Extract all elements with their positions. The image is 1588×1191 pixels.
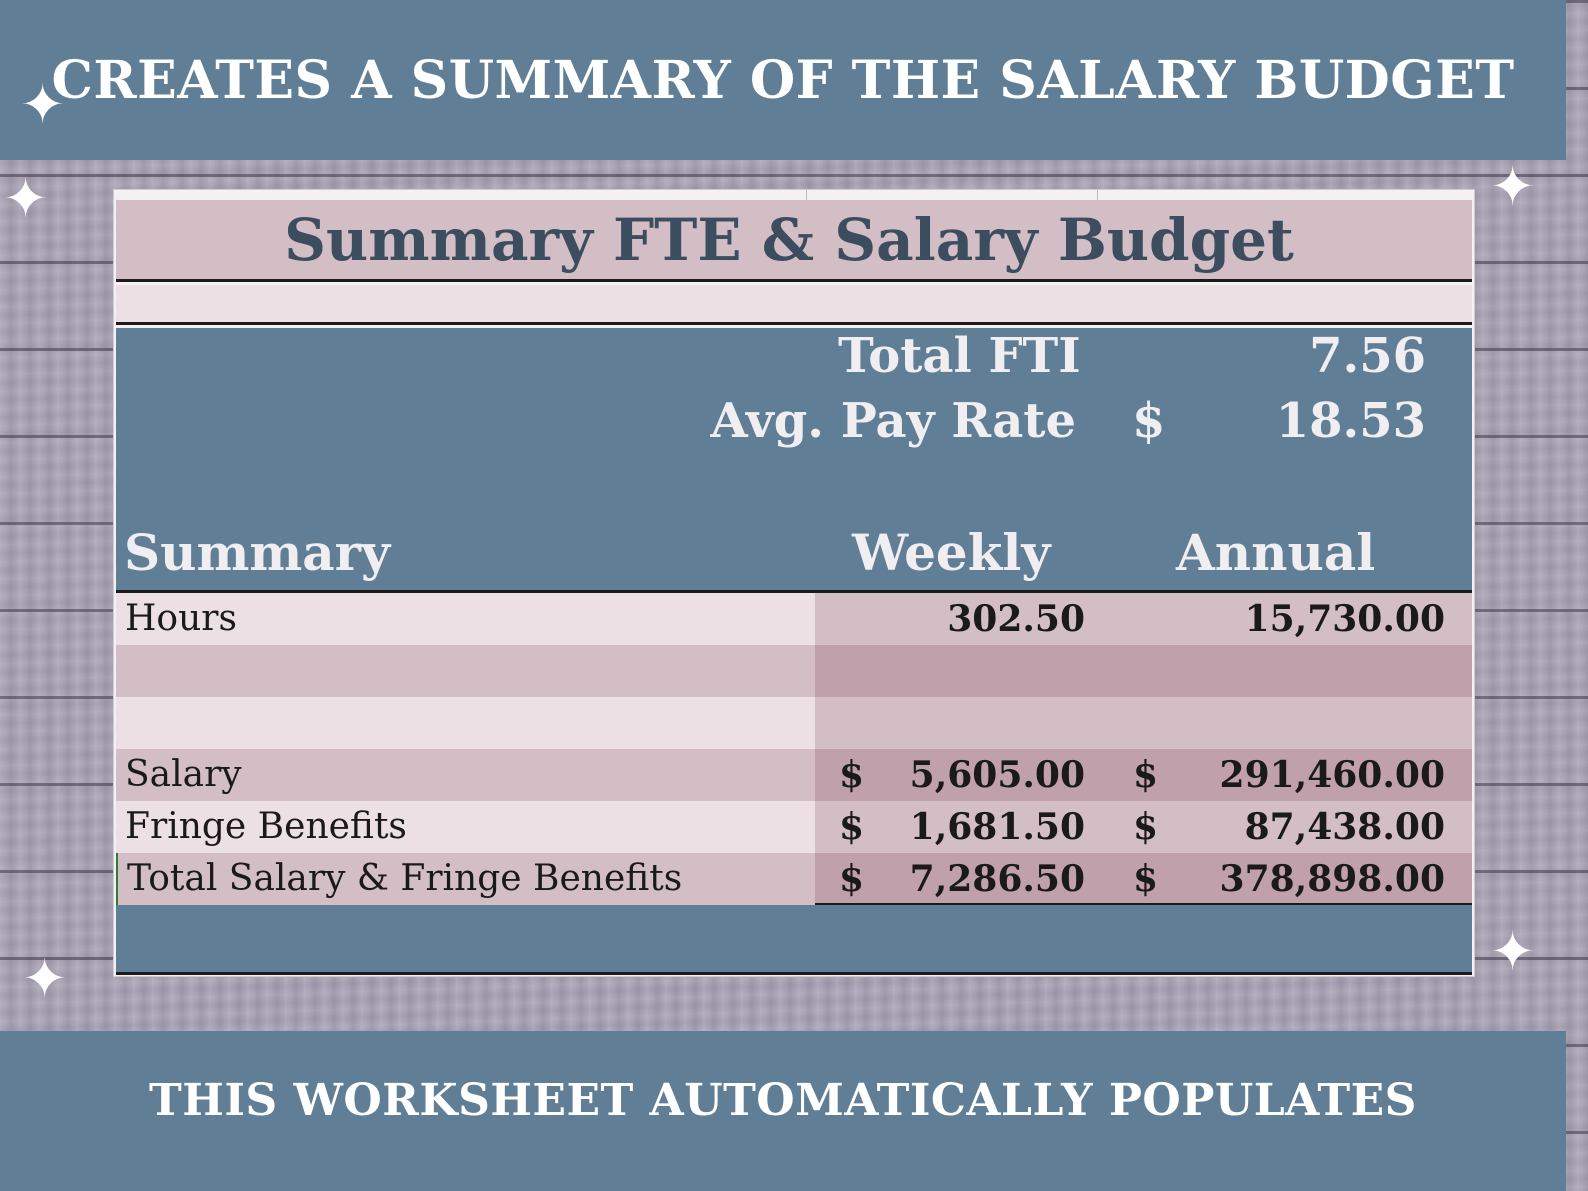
table-row[interactable]: Salary $ 5,605.00 $ 291,460.00 (116, 749, 1472, 801)
row-values (815, 645, 1472, 697)
sparkle-icon: ✦ (1490, 920, 1536, 983)
annual-value: 291,460.00 (1219, 754, 1445, 796)
row-values: $ 1,681.50 $ 87,438.00 (815, 801, 1472, 853)
row-values: $ 5,605.00 $ 291,460.00 (815, 749, 1472, 801)
annual-currency: $ (1133, 858, 1159, 900)
header-rule (116, 590, 1472, 593)
row-values (815, 697, 1472, 749)
row-label (116, 697, 815, 749)
table-row[interactable]: Fringe Benefits $ 1,681.50 $ 87,438.00 (116, 801, 1472, 853)
annual-value: 378,898.00 (1219, 858, 1445, 900)
avg-pay-currency: $ (1132, 393, 1166, 449)
header-summary: Summary (124, 523, 391, 582)
weekly-currency: $ (839, 806, 865, 848)
table-row[interactable] (116, 697, 1472, 749)
annual-value: 15,730.00 (1244, 598, 1445, 640)
sparkle-icon: ✦ (20, 73, 66, 136)
header-weekly: Weekly (852, 523, 1051, 582)
row-label: Salary (116, 749, 815, 801)
annual-value: 87,438.00 (1244, 806, 1445, 848)
header-annual: Annual (1176, 523, 1376, 582)
sheet-title: Summary FTE & Salary Budget (116, 200, 1472, 282)
total-fte-value: 7.56 (1309, 328, 1426, 384)
weekly-value: 302.50 (947, 598, 1085, 640)
row-label: Fringe Benefits (116, 801, 815, 853)
annual-currency: $ (1133, 754, 1159, 796)
table-row[interactable]: Total Salary & Fringe Benefits $ 7,286.5… (116, 853, 1472, 905)
row-label: Hours (116, 593, 815, 645)
annual-currency: $ (1133, 806, 1159, 848)
top-banner: CREATES A SUMMARY OF THE SALARY BUDGET (0, 0, 1566, 160)
bottom-banner-text: THIS WORKSHEET AUTOMATICALLY POPULATES (149, 1074, 1417, 1126)
bottom-banner: THIS WORKSHEET AUTOMATICALLY POPULATES (0, 1031, 1566, 1191)
total-fte-label: Total FTI (838, 328, 1081, 384)
blank-row[interactable] (116, 285, 1472, 325)
table-row[interactable] (116, 645, 1472, 697)
avg-pay-value: 18.53 (1275, 393, 1426, 449)
sparkle-icon: ✦ (3, 167, 49, 230)
sheet-title-text: Summary FTE & Salary Budget (284, 205, 1294, 274)
weekly-currency: $ (839, 858, 865, 900)
avg-pay-label: Avg. Pay Rate (710, 393, 1076, 449)
row-values: 302.50 15,730.00 (815, 593, 1472, 645)
weekly-value: 1,681.50 (909, 806, 1085, 848)
weekly-currency: $ (839, 754, 865, 796)
row-label (116, 645, 815, 697)
weekly-value: 7,286.50 (909, 858, 1085, 900)
sparkle-icon: ✦ (22, 947, 68, 1010)
table-row[interactable]: Hours 302.50 15,730.00 (116, 593, 1472, 645)
top-banner-text: CREATES A SUMMARY OF THE SALARY BUDGET (51, 49, 1515, 111)
weekly-value: 5,605.00 (909, 754, 1085, 796)
sparkle-icon: ✦ (1490, 155, 1536, 218)
row-label: Total Salary & Fringe Benefits (116, 853, 815, 905)
row-values: $ 7,286.50 $ 378,898.00 (815, 853, 1472, 905)
